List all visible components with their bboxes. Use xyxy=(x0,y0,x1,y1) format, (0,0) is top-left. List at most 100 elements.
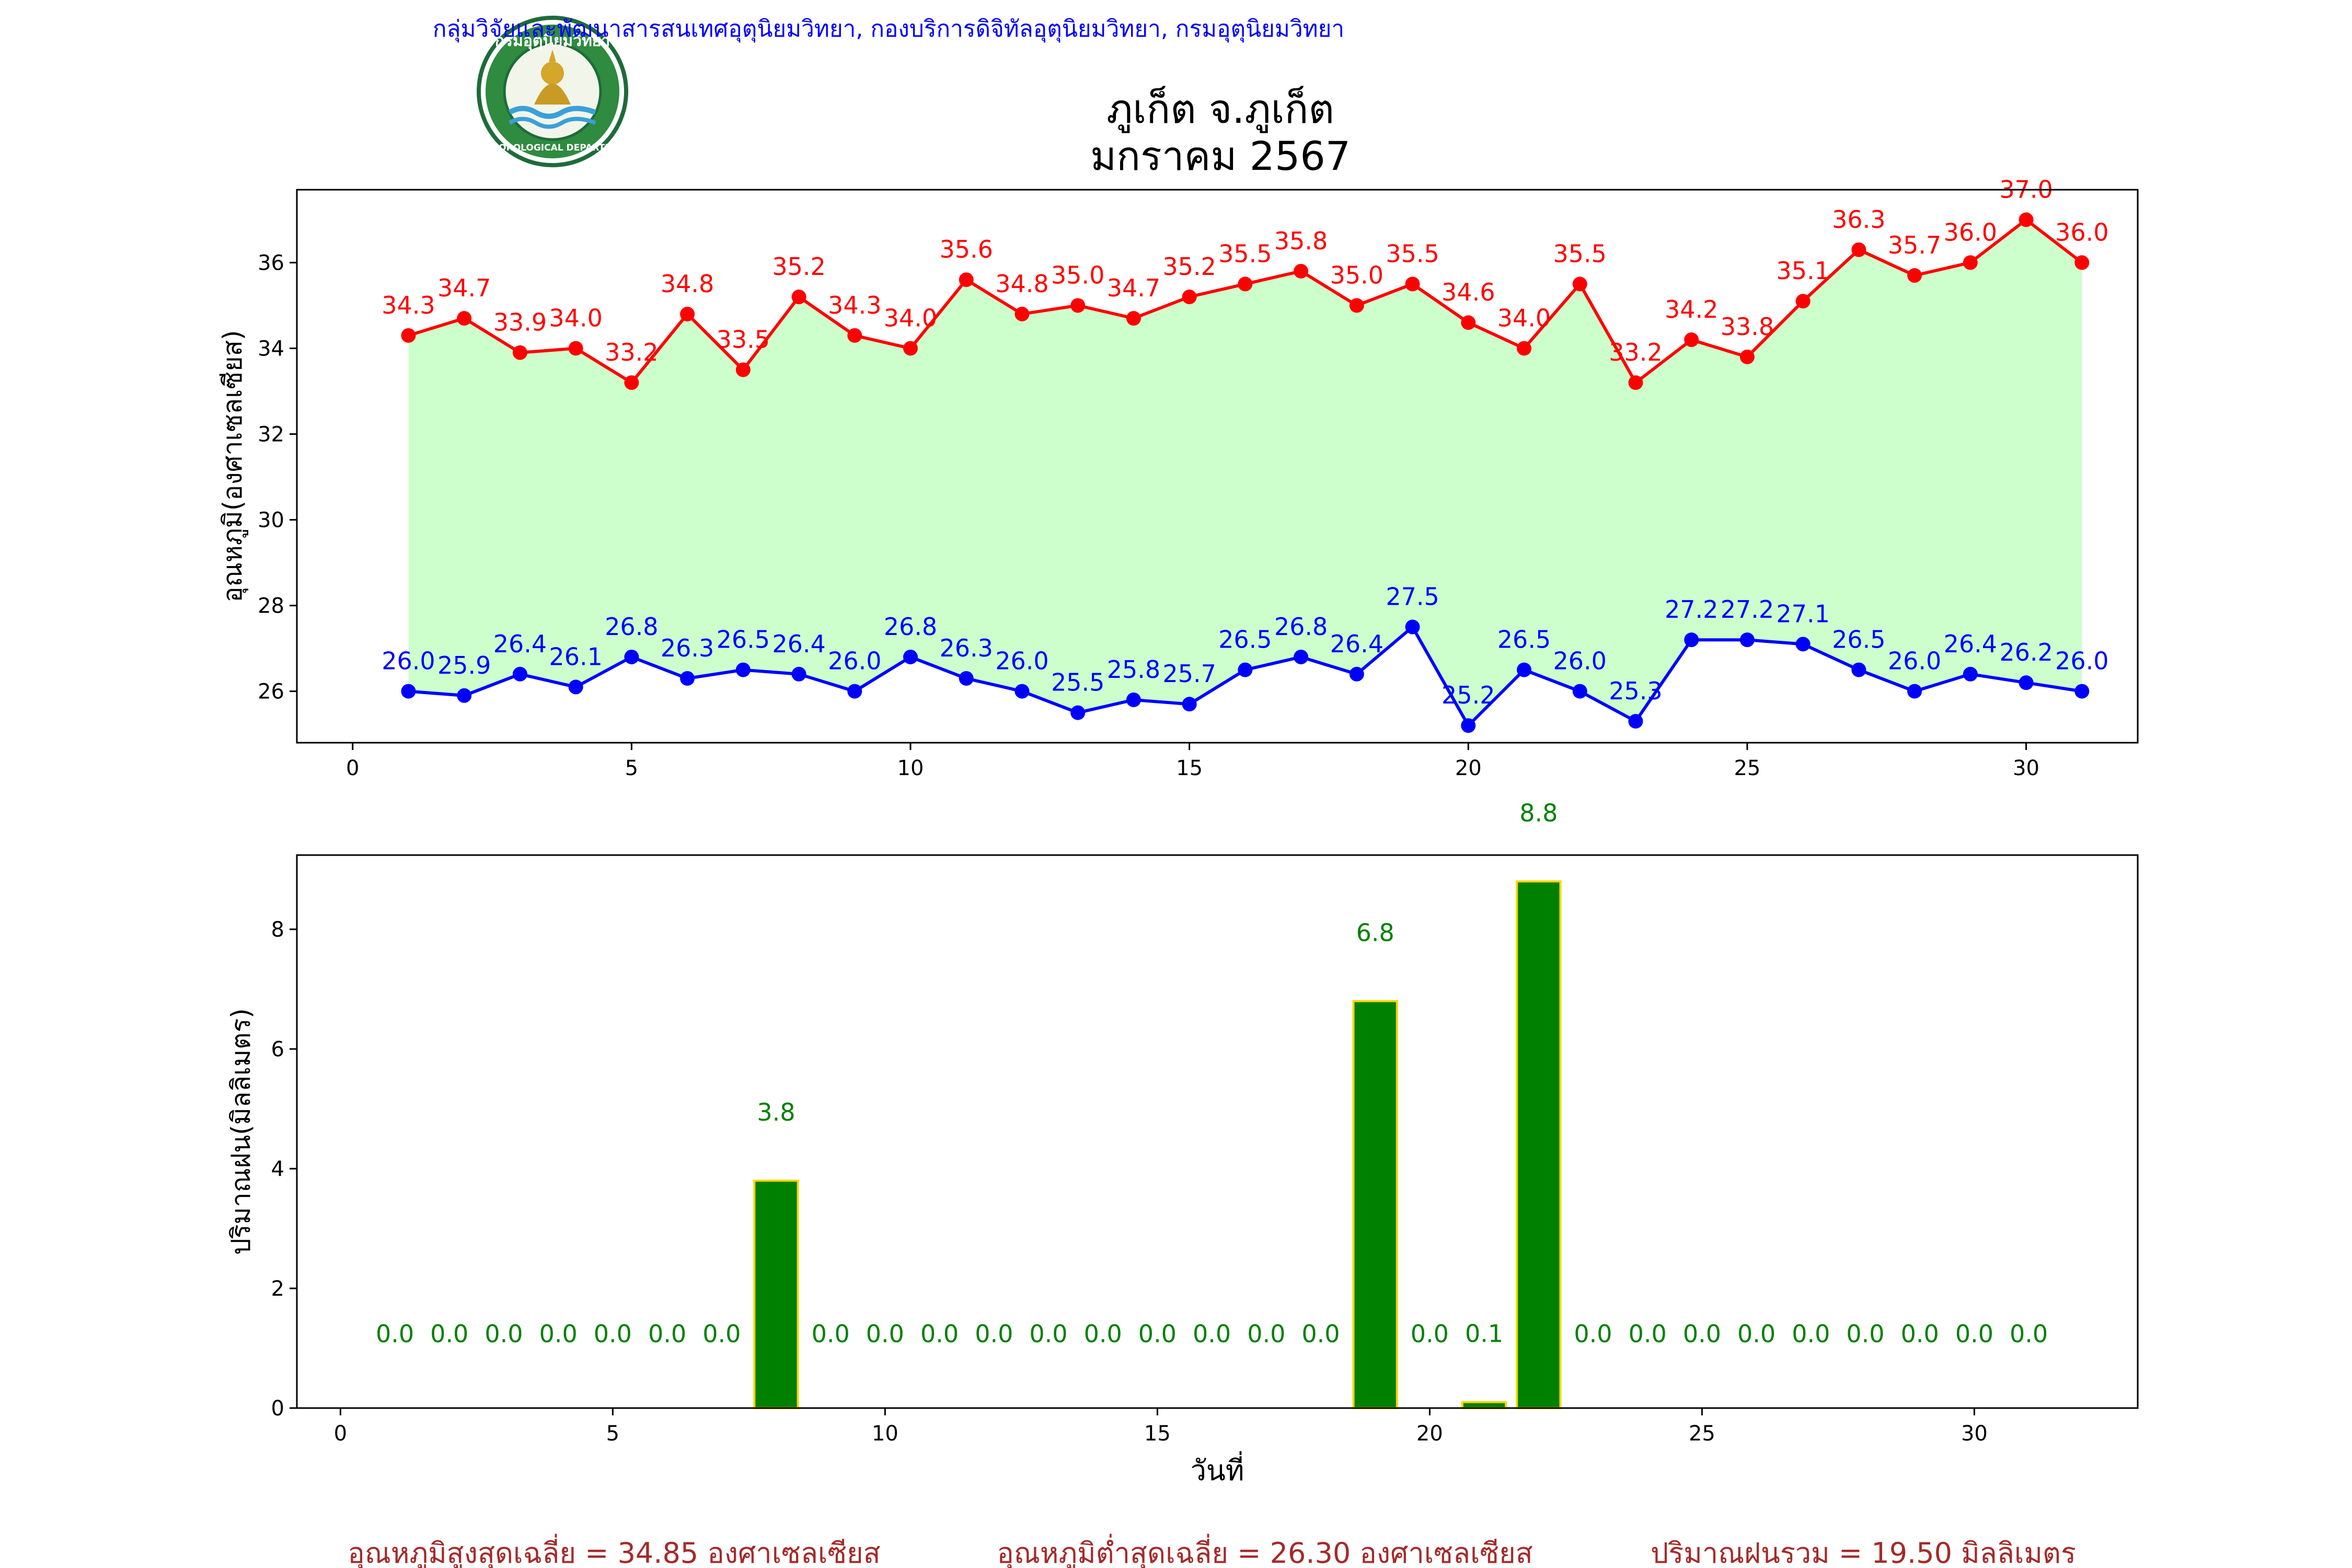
org-line: กลุ่มวิจัยและพัฒนาสารสนเทศอุตุนิยมวิทยา,… xyxy=(433,16,1344,43)
rain-data-label: 3.8 xyxy=(757,1098,795,1126)
max-temp-data-label: 35.5 xyxy=(1218,239,1272,268)
min-temp-data-label: 26.5 xyxy=(1832,626,1885,654)
min-temp-data-label: 26.0 xyxy=(2055,647,2108,675)
min-temp-point xyxy=(847,684,862,699)
temperature-x-tick-label: 10 xyxy=(897,756,924,780)
rain-data-label: 0.0 xyxy=(1247,1320,1285,1348)
max-temp-point xyxy=(1963,255,1978,270)
rain-data-label: 0.0 xyxy=(1955,1320,1993,1348)
rainfall-x-tick-label: 5 xyxy=(606,1422,619,1446)
temperature-x-tick-label: 30 xyxy=(2013,756,2039,780)
min-temp-point xyxy=(624,649,639,664)
min-temp-data-label: 26.3 xyxy=(661,634,714,662)
max-temp-data-label: 34.0 xyxy=(1497,304,1551,332)
rain-data-label: 0.0 xyxy=(1193,1320,1231,1348)
rainfall-plot-frame xyxy=(296,854,2139,1409)
max-temp-data-label: 34.2 xyxy=(1665,295,1718,324)
min-temp-point xyxy=(457,688,472,703)
min-temp-point xyxy=(1014,684,1030,699)
min-temp-point xyxy=(1126,692,1141,707)
min-temp-point xyxy=(512,666,527,682)
min-temp-point xyxy=(1795,637,1811,652)
temperature-y-tick-label: 28 xyxy=(258,594,284,618)
max-temp-data-label: 35.8 xyxy=(1274,227,1328,255)
rain-data-label: 0.1 xyxy=(1465,1320,1503,1348)
min-temp-point xyxy=(735,662,751,677)
min-temp-point xyxy=(1739,632,1755,648)
max-temp-data-label: 34.8 xyxy=(661,270,714,298)
max-temp-point xyxy=(1182,290,1197,305)
rain-data-label: 0.0 xyxy=(648,1320,686,1348)
rain-data-label: 0.0 xyxy=(1574,1320,1612,1348)
min-temp-point xyxy=(1851,662,1866,677)
min-temp-point xyxy=(1684,632,1699,648)
rain-bar xyxy=(753,1179,799,1410)
rainfall-y-tick-label: 2 xyxy=(271,1277,284,1301)
rain-bar xyxy=(1352,1000,1398,1409)
min-temp-data-label: 26.5 xyxy=(1218,626,1272,654)
max-temp-data-label: 36.0 xyxy=(2055,218,2108,246)
max-temp-point xyxy=(1126,311,1141,326)
max-temp-data-label: 35.2 xyxy=(772,252,825,281)
summary-total-rain: ปริมาณฝนรวม = 19.50 มิลลิเมตร xyxy=(1651,1537,2076,1568)
min-temp-point xyxy=(1963,666,1978,682)
min-temp-data-label: 26.3 xyxy=(940,634,993,662)
max-temp-point xyxy=(401,328,416,343)
rain-data-label: 0.0 xyxy=(1629,1320,1667,1348)
rain-data-label: 0.0 xyxy=(1846,1320,1884,1348)
min-temp-point xyxy=(1349,666,1364,682)
max-temp-data-label: 35.0 xyxy=(1051,261,1104,289)
rain-data-label: 0.0 xyxy=(539,1320,578,1348)
rain-data-label: 0.0 xyxy=(2010,1320,2048,1348)
temperature-y-tick-label: 32 xyxy=(258,422,284,446)
min-temp-data-label: 27.1 xyxy=(1776,599,1829,628)
rain-data-label: 0.0 xyxy=(1411,1320,1449,1348)
max-temp-data-label: 35.5 xyxy=(1553,239,1607,268)
rain-data-label: 0.0 xyxy=(920,1320,959,1348)
rainfall-x-tick-label: 15 xyxy=(1144,1422,1171,1446)
rain-data-label: 0.0 xyxy=(485,1320,523,1348)
temperature-range-fill xyxy=(408,220,2082,726)
summary-avg-min: อุณหภูมิต่ำสุดเฉลี่ย = 26.30 องศาเซลเซีย… xyxy=(997,1534,1532,1568)
min-temp-data-label: 26.5 xyxy=(1497,626,1551,654)
temperature-x-tick-label: 5 xyxy=(625,756,638,780)
min-temp-data-label: 26.4 xyxy=(1944,630,1997,658)
max-temp-point xyxy=(1907,268,1922,283)
min-temp-data-label: 26.0 xyxy=(828,647,881,675)
rain-data-label: 0.0 xyxy=(1138,1320,1177,1348)
min-temp-data-label: 26.1 xyxy=(549,642,602,671)
max-temp-data-label: 35.1 xyxy=(1776,257,1829,285)
min-temp-data-label: 25.3 xyxy=(1609,677,1662,705)
rain-data-label: 0.0 xyxy=(1683,1320,1721,1348)
temperature-x-tick-label: 25 xyxy=(1734,756,1760,780)
temperature-y-tick-label: 34 xyxy=(258,337,284,361)
max-temp-data-label: 33.9 xyxy=(493,308,547,337)
min-temp-data-label: 26.0 xyxy=(995,647,1048,675)
min-temp-point xyxy=(1070,705,1086,720)
min-temp-point xyxy=(1461,718,1476,733)
max-temp-data-label: 34.3 xyxy=(828,291,881,319)
rain-data-label: 0.0 xyxy=(1029,1320,1067,1348)
min-temp-point xyxy=(1238,662,1253,677)
max-temp-point xyxy=(903,341,918,356)
min-temp-data-label: 27.2 xyxy=(1721,595,1774,624)
max-temp-data-label: 34.0 xyxy=(549,304,602,332)
rain-data-label: 0.0 xyxy=(1901,1320,1939,1348)
rain-data-label: 0.0 xyxy=(702,1320,741,1348)
rainfall-x-tick-label: 0 xyxy=(334,1422,347,1446)
rainfall-y-tick-label: 6 xyxy=(271,1037,284,1062)
rainfall-x-axis-label: วันที่ xyxy=(1191,1451,1244,1487)
max-temp-point xyxy=(1294,263,1309,279)
min-temp-data-label: 26.5 xyxy=(717,626,770,654)
max-temp-data-label: 34.6 xyxy=(1442,278,1495,306)
min-temp-point xyxy=(959,671,974,686)
min-temp-point xyxy=(1182,697,1197,712)
max-temp-data-label: 36.0 xyxy=(1944,218,1997,246)
max-temp-point xyxy=(680,306,695,321)
rainfall-x-tick-label: 30 xyxy=(1961,1422,1988,1446)
min-temp-point xyxy=(1628,713,1643,729)
rain-data-label: 0.0 xyxy=(1737,1320,1775,1348)
max-temp-point xyxy=(1517,341,1531,356)
rain-data-label: 8.8 xyxy=(1519,799,1558,827)
rainfall-x-tick-label: 10 xyxy=(872,1422,898,1446)
